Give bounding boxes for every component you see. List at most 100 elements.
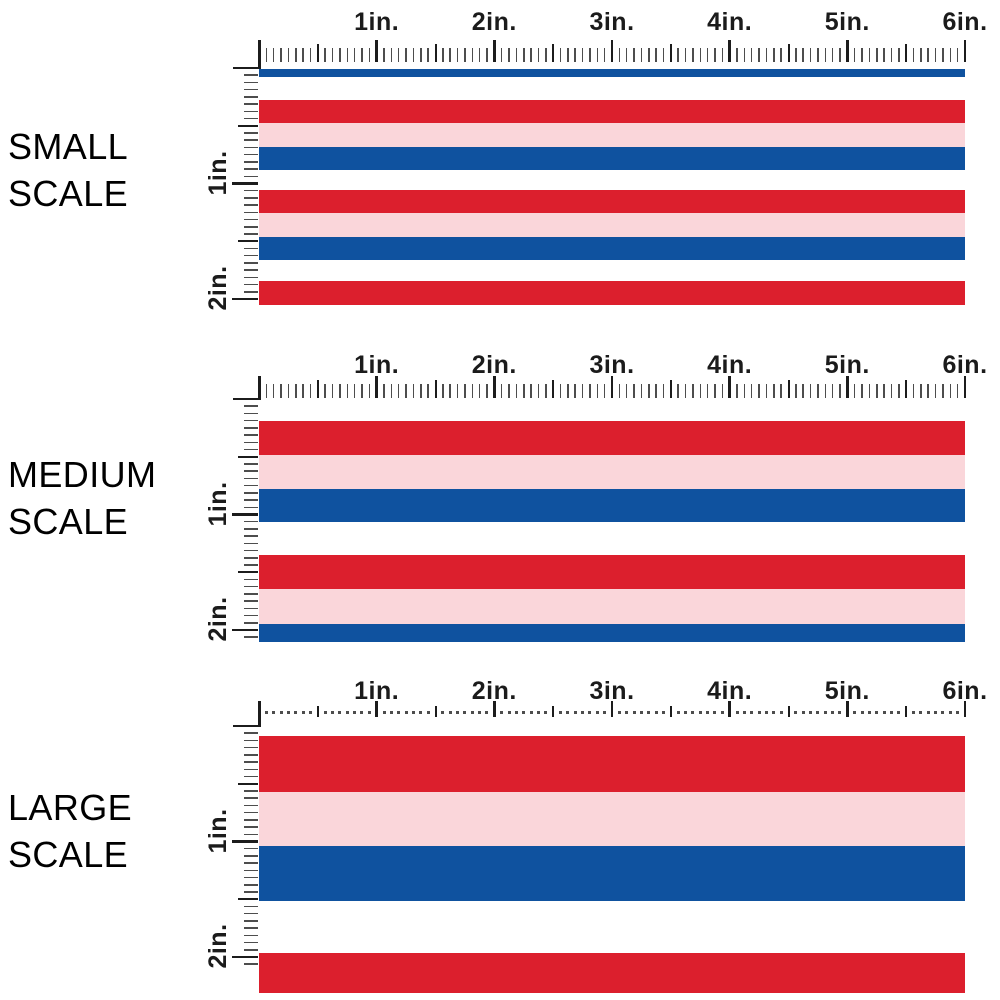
ruler-minor-tick <box>309 48 312 62</box>
ruler-minor-tick <box>824 384 827 398</box>
ruler-minor-tick <box>383 384 385 398</box>
vruler-inch-tick <box>232 297 258 301</box>
ruler-dot-tick <box>853 711 857 714</box>
fabric-stripe-blue <box>259 69 965 77</box>
vruler-minor-tick <box>244 833 258 836</box>
vruler-minor-tick <box>244 262 258 264</box>
ruler-minor-tick <box>287 48 290 62</box>
vruler-minor-tick <box>244 175 258 178</box>
vruler-half-tick <box>238 455 258 458</box>
ruler-dot-tick <box>713 711 717 714</box>
ruler-minor-tick <box>412 384 415 398</box>
ruler-minor-tick <box>721 384 724 398</box>
ruler-minor-tick <box>809 48 812 62</box>
ruler-minor-tick <box>721 48 724 62</box>
ruler-minor-tick <box>677 48 679 62</box>
vruler-minor-tick <box>244 732 258 734</box>
vruler-minor-tick <box>244 804 258 807</box>
vruler-minor-tick <box>244 614 258 617</box>
ruler-minor-tick <box>324 384 326 398</box>
vruler-half-tick <box>238 571 258 574</box>
vruler-half-tick <box>238 782 258 785</box>
ruler-minor-tick <box>927 48 929 62</box>
vruler-minor-tick <box>244 405 258 407</box>
ruler-inch-tick <box>610 40 614 62</box>
fabric-stripe-white <box>259 901 965 953</box>
vruler-minor-tick <box>244 862 258 864</box>
ruler-minor-tick <box>324 48 326 62</box>
ruler-minor-tick <box>780 48 782 62</box>
ruler-dot-tick <box>882 711 886 714</box>
ruler-dot-tick <box>588 711 592 714</box>
fabric-stripe-blue <box>259 846 965 901</box>
ruler-minor-tick <box>581 384 584 398</box>
vruler-minor-tick <box>244 819 258 821</box>
ruler-minor-tick <box>750 48 753 62</box>
ruler-minor-tick <box>736 48 738 62</box>
vruler-minor-tick <box>244 283 258 286</box>
ruler-minor-tick <box>773 384 775 398</box>
ruler-half-tick <box>316 706 319 717</box>
ruler-minor-tick <box>883 48 885 62</box>
vruler-minor-tick <box>244 578 258 581</box>
ruler-dot-tick <box>323 711 327 714</box>
vruler-minor-tick <box>244 146 258 149</box>
vruler-inch-tick <box>232 628 258 632</box>
ruler-inch-tick <box>963 701 967 717</box>
scale-label-large: LARGE SCALE <box>8 784 132 878</box>
scale-label-line: LARGE <box>8 787 133 828</box>
ruler-dot-tick <box>264 711 268 714</box>
vruler-minor-tick <box>244 441 258 444</box>
ruler-minor-tick <box>596 48 599 62</box>
ruler-minor-tick <box>265 384 268 398</box>
scale-label-medium: MEDIUM SCALE <box>8 451 156 545</box>
ruler-minor-tick <box>456 384 459 398</box>
ruler-inch-label: 2in. <box>471 351 517 379</box>
ruler-minor-tick <box>287 384 290 398</box>
vruler-minor-tick <box>244 412 258 415</box>
ruler-dot-tick <box>353 711 357 714</box>
ruler-minor-tick <box>515 384 518 398</box>
ruler-dot-tick <box>382 711 386 714</box>
ruler-dot-tick <box>536 711 540 714</box>
vruler-minor-tick <box>244 607 258 610</box>
vruler-minor-tick <box>244 291 258 293</box>
ruler-minor-tick <box>427 48 429 62</box>
vruler-minor-tick <box>244 949 258 951</box>
vruler-minor-tick <box>244 600 258 602</box>
fabric-stripe-blue <box>259 147 965 170</box>
ruler-dot-tick <box>897 711 901 714</box>
vruler-minor-tick <box>244 891 258 893</box>
ruler-minor-tick <box>405 48 407 62</box>
ruler-dot-tick <box>860 711 864 714</box>
ruler-inch-label: 6in. <box>942 351 988 379</box>
scale-label-line: MEDIUM <box>8 454 157 495</box>
ruler-minor-tick <box>574 48 576 62</box>
ruler-dot-tick <box>831 711 835 714</box>
ruler-minor-tick <box>831 384 834 398</box>
vruler-minor-tick <box>244 585 258 588</box>
fabric-stripe-pink <box>259 123 965 147</box>
ruler-minor-tick <box>368 48 371 62</box>
ruler-minor-tick <box>699 384 701 398</box>
ruler-inch-label: 4in. <box>707 351 753 379</box>
vruler-minor-tick <box>244 132 258 134</box>
ruler-minor-tick <box>817 384 819 398</box>
ruler-minor-tick <box>625 384 628 398</box>
ruler-dot-tick <box>603 711 607 714</box>
ruler-inch-label: 5in. <box>824 677 870 705</box>
ruler-minor-tick <box>912 48 915 62</box>
vruler-minor-tick <box>244 934 258 937</box>
ruler-minor-tick <box>280 48 282 62</box>
ruler-dot-tick <box>889 711 893 714</box>
vruler-minor-tick <box>244 74 258 76</box>
ruler-dot-tick <box>691 711 695 714</box>
ruler-dot-tick <box>279 711 283 714</box>
scale-label-line: SCALE <box>8 834 129 875</box>
fabric-stripe-white <box>259 77 965 100</box>
ruler-minor-tick <box>405 384 407 398</box>
ruler-inch-label: 6in. <box>942 677 988 705</box>
ruler-half-tick <box>552 706 555 717</box>
ruler-inch-tick <box>846 40 849 62</box>
